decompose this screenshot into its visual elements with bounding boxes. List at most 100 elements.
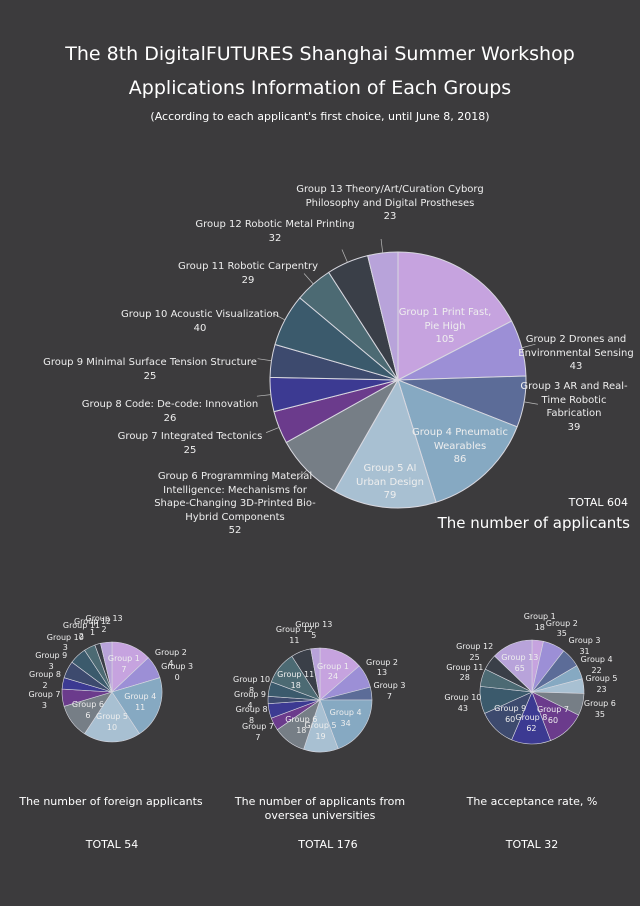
slice-name: Group 12 [456, 641, 494, 651]
slice-name: Group 13 Theory/Art/Curation Cyborg Phil… [296, 184, 484, 209]
leader-line [257, 358, 272, 362]
chart-total: TOTAL 176 [298, 838, 358, 851]
slice-value: 52 [228, 525, 242, 536]
slice-value: 11 [135, 703, 146, 713]
slice-label: Group 5 AI Urban Design 79 [350, 462, 430, 503]
slice-value: 28 [459, 673, 470, 683]
slice-value: 2 [78, 632, 85, 642]
slice-label: Group 5 23 [579, 674, 625, 696]
pie-slice [84, 691, 140, 743]
title-line: The 8th DigitalFUTURES Shanghai Summer W… [65, 43, 575, 65]
slice-name: Group 11 [62, 621, 100, 631]
slice-value: 40 [193, 322, 207, 334]
slice-value: 2 [42, 680, 48, 690]
slice-name: Group 3 AR and Real-Time Robotic Fabrica… [520, 381, 628, 419]
slice-value: 35 [556, 629, 567, 639]
slice-name: Group 7 [28, 689, 61, 699]
slice-name: Group 4 [329, 707, 362, 717]
slice-name: Group 9 [234, 690, 266, 699]
slice-value: 4 [168, 658, 174, 668]
slice-name: Group 9 Minimal Surface Tension Structur… [43, 357, 257, 368]
leader-line [380, 238, 384, 253]
slice-name: Group 6 Programming Material Intelligenc… [154, 471, 316, 523]
slice-name: Group 6 [583, 698, 616, 708]
leader-line [296, 469, 308, 481]
slice-value: 65 [514, 664, 525, 674]
pie-slice [319, 699, 373, 750]
slice-value: 29 [241, 274, 255, 286]
slice-label: Group 1 24 [310, 662, 356, 684]
slice-value: 79 [383, 490, 397, 501]
slice-label: Group 10 8 [229, 675, 275, 697]
slice-value: 7 [386, 692, 392, 702]
slice-label: Group 2 35 [539, 619, 585, 641]
slice-label: Group 8 62 [508, 713, 554, 735]
leader-line [303, 273, 314, 285]
slice-name: Group 13 [295, 620, 333, 630]
pie-slice [494, 639, 533, 693]
slice-name: Group 10 Acoustic Visualization [121, 309, 279, 320]
slice-name: Group 7 [536, 705, 569, 715]
slice-name: Group 7 Integrated Tectonics [117, 431, 263, 442]
slice-value: 31 [579, 646, 590, 656]
chart-total: TOTAL 604 [568, 496, 628, 509]
slice-name: Group 4 [580, 655, 613, 665]
slice-name: Group 1 [107, 654, 140, 664]
slice-name: Group 2 [366, 657, 399, 667]
slice-value: 8 [249, 715, 255, 725]
slice-value: 39 [567, 421, 581, 433]
pie-slice [310, 647, 321, 701]
slice-value: 62 [526, 723, 537, 733]
slice-label: Group 6 Programming Material Intelligenc… [148, 470, 323, 538]
slice-value: 11 [289, 635, 300, 645]
slice-label: Group 10 Acoustic Visualization 40 [115, 308, 285, 335]
slice-name: Group 12 [275, 624, 313, 634]
pie-slice [397, 251, 513, 381]
slice-value: 1 [89, 627, 96, 637]
slice-label: Group 13 Theory/Art/Curation Cyborg Phil… [295, 183, 485, 224]
slice-label: Group 4 22 [574, 655, 620, 677]
leader-line [521, 343, 536, 349]
slice-name: Group 13 [501, 653, 539, 663]
slice-name: Group 13 [85, 614, 123, 624]
slice-name: Group 4 Pneumatic Wearables [412, 427, 508, 452]
pie-slice [333, 378, 437, 509]
slice-name: Group 5 [304, 721, 337, 731]
chart-total: TOTAL 54 [85, 838, 139, 851]
slice-value: 3 [62, 643, 68, 653]
slice-name: Group 9 [494, 704, 527, 714]
slice-value: 18 [534, 623, 545, 633]
slice-name: Group 6 [285, 714, 318, 724]
slice-name: Group 2 [154, 648, 187, 657]
slice-name: Group 9 [35, 651, 68, 661]
slice-value: 18 [290, 681, 301, 691]
slice-label: Group 10 3 [42, 633, 88, 655]
leader-line [341, 249, 348, 263]
slice-label: Group 9 60 [487, 704, 533, 726]
slice-label: Group 13 2 [81, 614, 127, 636]
leader-line [272, 312, 286, 321]
slice-value: 3 [41, 700, 47, 710]
pie-slice [111, 677, 163, 735]
pie-slice [397, 379, 518, 503]
slice-label: Group 11 28 [442, 663, 488, 685]
slice-name: Group 8 Code: De-code: Innovation [81, 399, 259, 410]
slice-label: Group 5 19 [298, 721, 344, 743]
slice-value: 60 [505, 715, 516, 725]
chart-caption: The number of applicants [437, 514, 630, 532]
leader-line [524, 401, 538, 405]
slice-value: 25 [143, 370, 157, 382]
chart-caption: The number of foreign applicants [19, 795, 203, 808]
slice-name: Group 11 [446, 662, 484, 672]
slice-label: Group 12 11 [271, 625, 317, 647]
slice-label: Group 1 18 [517, 612, 563, 634]
